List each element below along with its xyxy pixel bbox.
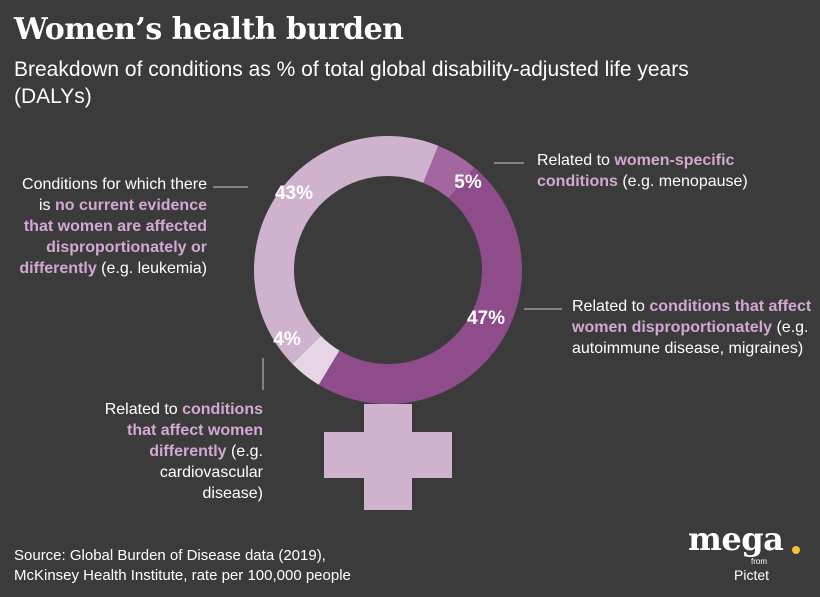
annotation-disproportionate-highlight: conditions that affect women disproporti… (572, 298, 812, 336)
annotation-differently-example: (e.g. cardiovascular disease) (159, 443, 263, 502)
annotation-differently: Related to conditions that affect women … (95, 399, 263, 504)
annotation-no-evidence: Conditions for which there is no current… (10, 174, 207, 279)
annotation-no-evidence-text: Conditions for which there is (22, 176, 207, 214)
logo-from: from (751, 557, 767, 566)
annotation-disproportionate: Related to conditions that affect women … (572, 296, 812, 359)
annotation-differently-text: Related to (104, 401, 183, 418)
donut-slice-differently (292, 335, 340, 385)
page-subtitle: Breakdown of conditions as % of total gl… (14, 58, 689, 108)
logo-wordmark: mega (688, 520, 784, 558)
logo: mega from Pictet (688, 520, 806, 586)
annotation-women-specific: Related to women-specific conditions (e.… (537, 150, 807, 192)
slice-label-differently: 4% (273, 329, 301, 350)
slice-label-women-specific: 5% (454, 172, 482, 193)
slice-label-disproportionate: 47% (467, 308, 505, 329)
slice-labels: 5% 47% 4% 43% (273, 172, 505, 350)
venus-cross-bar (324, 432, 452, 478)
annotation-differently-highlight: conditions that affect women differently (126, 401, 263, 460)
leader-lines (213, 162, 562, 390)
annotation-disproportionate-text: Related to (572, 298, 650, 315)
logo-brand: Pictet (734, 567, 770, 583)
slice-label-no-evidence: 43% (275, 183, 313, 204)
annotation-disproportionate-example: (e.g. autoimmune disease, migraines) (572, 319, 809, 357)
donut-slice-no-evidence (254, 136, 439, 364)
donut-slice-disproportionate (318, 167, 522, 404)
donut-slice-women-specific (423, 145, 475, 199)
annotation-women-specific-text: Related to (537, 152, 615, 169)
page-title: Women’s health burden (14, 12, 404, 47)
source-line-1: Source: Global Burden of Disease data (2… (14, 547, 326, 564)
donut-slices (254, 136, 522, 404)
source-line-2: McKinsey Health Institute, rate per 100,… (14, 567, 351, 584)
source-note: Source: Global Burden of Disease data (2… (14, 546, 351, 586)
annotation-no-evidence-highlight: no current evidence that women are affec… (19, 197, 207, 277)
annotation-no-evidence-example: (e.g. leukemia) (96, 260, 207, 277)
annotation-women-specific-highlight: women-specific conditions (537, 152, 735, 190)
venus-cross (324, 404, 452, 510)
logo-dot (792, 546, 800, 554)
annotation-women-specific-example: (e.g. menopause) (617, 173, 748, 190)
